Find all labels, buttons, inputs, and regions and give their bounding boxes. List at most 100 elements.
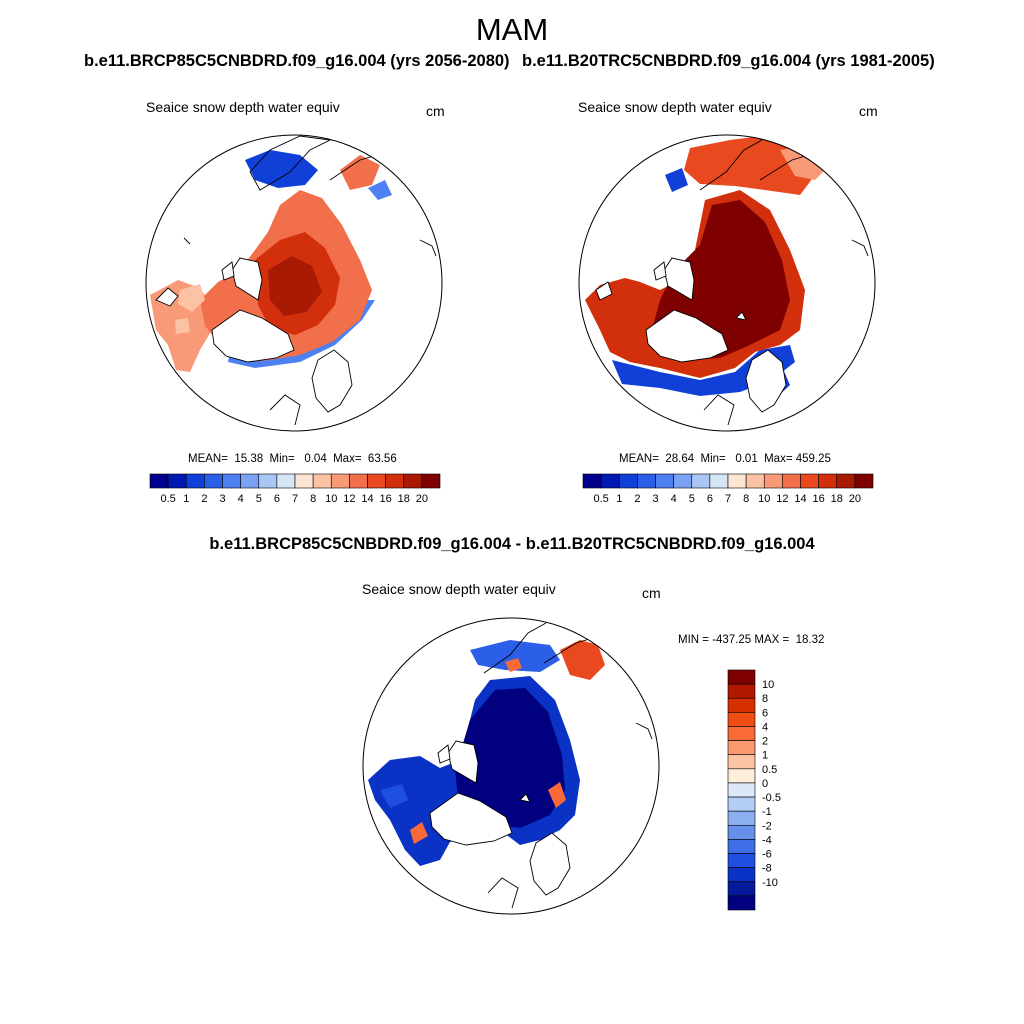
- panel3-colorbar-swatch: [727, 810, 756, 826]
- panel3-colorbar-tick-label: -4: [762, 834, 772, 846]
- panel1-colorbar-swatch: [167, 473, 187, 489]
- difference-header: b.e11.BRCP85C5CNBDRD.f09_g16.004 - b.e11…: [209, 535, 815, 553]
- panel1-colorbar-swatch: [258, 473, 278, 489]
- panel2-map: [585, 135, 869, 426]
- panel3-colorbar-swatch: [727, 881, 756, 897]
- panel3-colorbar-swatch: [727, 895, 756, 911]
- panel3-colorbar-swatch: [727, 683, 756, 699]
- panel1-colorbar-tick-label: 12: [343, 493, 355, 505]
- panel3-colorbar: 10 8 6 4 2 1 0.5 0 -0.5 -1 -2 -4 -6 -8 -10: [727, 669, 781, 911]
- panel3-colorbar-tick-label: 0: [762, 778, 768, 790]
- panel2-map-boundary: [578, 134, 876, 432]
- panel3-colorbar-swatch: [727, 839, 756, 854]
- panel3-colorbar-tick-label: -2: [762, 820, 772, 832]
- panel1-colorbar-tick-label: 8: [310, 493, 316, 505]
- panel2-colorbar-tick-label: 2: [634, 493, 640, 505]
- panel2-colorbar-tick-label: 5: [689, 493, 695, 505]
- panel1-stats: MEAN= 15.38 Min= 0.04 Max= 63.56: [188, 453, 397, 465]
- panel1-colorbar-tick-label: 14: [361, 493, 373, 505]
- panel1-colorbar-swatch: [330, 473, 350, 489]
- panel3-colorbar-tick-label: -6: [762, 849, 772, 861]
- panel1-colorbar-swatch: [149, 473, 169, 489]
- panel3-field-positive: [410, 640, 605, 844]
- panel2-colorbar-swatch: [600, 473, 620, 489]
- panel2-colorbar-tick-label: 20: [849, 493, 861, 505]
- panel2-colorbar-swatch: [637, 473, 656, 489]
- panel1-colorbar-swatch: [222, 473, 241, 489]
- panel1-title: Seaice snow depth water equiv: [146, 99, 340, 115]
- panel1-colorbar-swatch: [294, 473, 314, 489]
- panel1-colorbar-tick-label: 18: [398, 493, 410, 505]
- panel3-colorbar-swatch: [727, 726, 756, 741]
- panel2-colorbar-tick-label: 18: [831, 493, 843, 505]
- panel2-colorbar-swatch: [618, 473, 638, 489]
- panel2-colorbar-swatch: [727, 473, 747, 489]
- panel3-colorbar-tick-label: 6: [762, 707, 768, 719]
- panel3-colorbar-swatch: [727, 740, 756, 756]
- panel1-colorbar-swatch: [385, 473, 405, 489]
- panel1-colorbar-tick-label: 6: [274, 493, 280, 505]
- panel1-coastlines: [155, 135, 437, 426]
- panel1-colorbar-tick-label: 10: [325, 493, 337, 505]
- panel2-colorbar-swatch: [582, 473, 602, 489]
- panel1-colorbar-swatch: [421, 473, 441, 489]
- panel3-colorbar-swatch: [727, 853, 756, 868]
- panel1-colorbar-tick-label: 1: [183, 493, 189, 505]
- panel3-map-boundary: [362, 617, 660, 915]
- panel1-colorbar-swatch: [240, 473, 260, 489]
- panel3-colorbar-swatch: [727, 712, 756, 727]
- panel3-colorbar-swatch: [727, 697, 756, 713]
- panel2-colorbar: 0.5 1 2 3 4 5 6 7 8 10 12 14 16 18 20: [582, 473, 874, 505]
- panel2-colorbar-swatch: [745, 473, 765, 489]
- panel1-colorbar-swatch: [276, 473, 296, 489]
- panel3-stats: MIN = -437.25 MAX = 18.32: [678, 634, 825, 646]
- panel2-colorbar-tick-label: 8: [743, 493, 749, 505]
- panel3-colorbar-tick-label: 4: [762, 721, 768, 733]
- figure-season-title: MAM: [475, 12, 549, 47]
- panel2-colorbar-tick-label: 0.5: [593, 493, 608, 505]
- panel3-coastlines: [429, 622, 653, 909]
- panel3-colorbar-tick-label: 10: [762, 679, 774, 691]
- panel3-colorbar-swatch: [727, 669, 756, 685]
- panel1-colorbar-tick-label: 20: [416, 493, 428, 505]
- panel1-colorbar-swatch: [367, 473, 386, 489]
- panel1-colorbar-swatch: [403, 473, 423, 489]
- panel1-field-central: [255, 232, 340, 335]
- panel2-colorbar-swatch: [800, 473, 819, 489]
- panel2-colorbar-tick-label: 14: [794, 493, 806, 505]
- panel3-colorbar-tick-label: 0.5: [762, 764, 777, 776]
- panel2-colorbar-swatch: [782, 473, 801, 489]
- panel1-units: cm: [426, 103, 445, 119]
- panel2-colorbar-tick-label: 7: [725, 493, 731, 505]
- panel2-colorbar-tick-label: 16: [813, 493, 825, 505]
- case-left-header: b.e11.BRCP85C5CNBDRD.f09_g16.004 (yrs 20…: [84, 52, 510, 70]
- panel3-colorbar-swatch: [727, 768, 756, 784]
- panel1-colorbar: 0.5 1 2 3 4 5 6 7 8 10 12 14 16 18 20: [149, 473, 441, 505]
- panel3-colorbar-swatch: [727, 796, 756, 812]
- panel3-colorbar-tick-label: 2: [762, 736, 768, 748]
- panel3-title: Seaice snow depth water equiv: [362, 581, 556, 597]
- panel2-colorbar-swatch: [763, 473, 783, 489]
- panel3-map: [368, 622, 653, 909]
- panel2-colorbar-swatch: [673, 473, 693, 489]
- panel2-colorbar-swatch: [709, 473, 729, 489]
- panel3-colorbar-tick-label: -1: [762, 806, 772, 818]
- panel2-colorbar-swatch: [854, 473, 874, 489]
- panel1-colorbar-tick-label: 4: [238, 493, 244, 505]
- panel3-colorbar-swatch: [727, 754, 756, 770]
- panel2-colorbar-tick-label: 12: [776, 493, 788, 505]
- panel1-colorbar-tick-label: 5: [256, 493, 262, 505]
- panel2-stats: MEAN= 28.64 Min= 0.01 Max= 459.25: [619, 453, 831, 465]
- panel3-colorbar-tick-label: -0.5: [762, 792, 781, 804]
- panel2-colorbar-tick-label: 3: [652, 493, 658, 505]
- panel2-colorbar-tick-label: 10: [758, 493, 770, 505]
- panel2-colorbar-swatch: [818, 473, 838, 489]
- panel1-colorbar-swatch: [204, 473, 223, 489]
- panel2-colorbar-swatch: [691, 473, 711, 489]
- panel1-map: [150, 135, 437, 426]
- panel1-colorbar-tick-label: 3: [219, 493, 225, 505]
- panel2-colorbar-tick-label: 1: [616, 493, 622, 505]
- panel1-colorbar-tick-label: 2: [201, 493, 207, 505]
- panel3-colorbar-tick-label: 8: [762, 693, 768, 705]
